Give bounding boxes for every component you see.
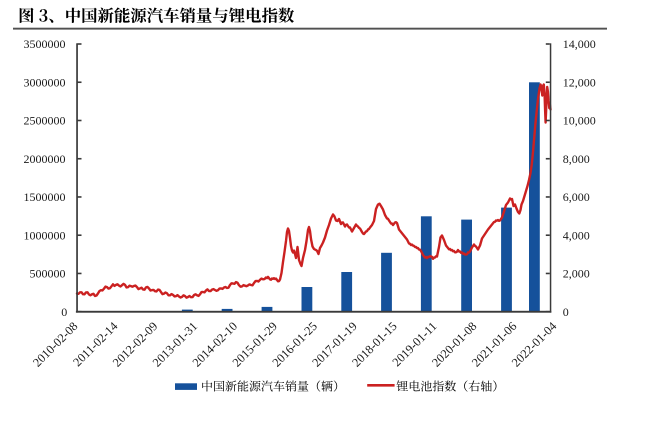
svg-text:4,000: 4,000	[563, 228, 590, 242]
svg-text:14,000: 14,000	[563, 37, 596, 51]
svg-text:8,000: 8,000	[563, 152, 590, 166]
svg-text:10,000: 10,000	[563, 114, 596, 128]
svg-text:1000000: 1000000	[24, 228, 66, 242]
svg-text:1500000: 1500000	[24, 190, 66, 204]
svg-text:0: 0	[61, 305, 67, 319]
svg-text:3500000: 3500000	[24, 37, 66, 51]
svg-text:500000: 500000	[30, 267, 66, 281]
svg-text:2000000: 2000000	[24, 152, 66, 166]
svg-text:2,000: 2,000	[563, 267, 590, 281]
svg-text:12,000: 12,000	[563, 75, 596, 89]
svg-text:6,000: 6,000	[563, 190, 590, 204]
svg-text:3000000: 3000000	[24, 75, 66, 89]
svg-text:2500000: 2500000	[24, 114, 66, 128]
svg-text:0: 0	[563, 305, 569, 319]
